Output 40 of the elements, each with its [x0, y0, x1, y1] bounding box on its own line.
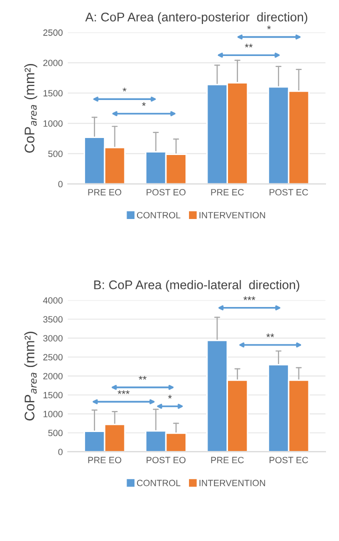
y-tick-label: 1500: [44, 392, 63, 398]
chart-title: B: CoP Area (medio-lateral direction): [94, 280, 300, 292]
annotation: **: [266, 334, 274, 338]
y-tick-label: 1500: [44, 90, 63, 96]
x-tick-label: PRE EC: [211, 189, 244, 196]
legend-label: CONTROL: [136, 480, 180, 486]
y-tick-label: 1000: [44, 120, 63, 127]
text: ***: [243, 296, 256, 300]
chart-title: A: CoP Area (antero-posterior direction): [85, 12, 308, 24]
y-tick-label: 0: [58, 448, 63, 456]
annotation: *: [168, 394, 172, 399]
y-tick-label: 500: [48, 430, 63, 436]
y-tick-label: 3000: [43, 335, 63, 342]
y-tick-label: 500: [48, 150, 63, 158]
x-tick-label: POST EO: [146, 456, 186, 464]
y-tick-label: 4000: [43, 297, 63, 304]
x-tick-label: POST EC: [270, 456, 308, 464]
annotation: **: [138, 376, 147, 380]
x-tick-label: POST EC: [270, 189, 308, 196]
y-tick-label: 1000: [44, 410, 63, 418]
annotation: *: [142, 102, 146, 106]
y-tick-label: 3500: [43, 316, 63, 323]
legend-label: CONTROL: [136, 212, 180, 218]
x-tick-label: PRE EO: [88, 189, 122, 196]
legend-label: INTERVENTION: [200, 480, 266, 486]
y-axis-title: CoP$_{area}$ (mm²): [24, 64, 38, 153]
annotation: **: [244, 44, 253, 48]
annotation: ***: [118, 390, 130, 394]
text: *: [267, 26, 271, 30]
x-tick-label: PRE EO: [88, 456, 122, 464]
y-tick-label: 2500: [43, 29, 63, 36]
x-tick-label: PRE EC: [211, 456, 244, 464]
y-tick-label: 2500: [43, 354, 63, 360]
x-tick-label: POST EO: [146, 189, 186, 196]
y-tick-label: 2000: [43, 60, 63, 66]
legend-label: INTERVENTION: [200, 212, 266, 218]
y-axis-title: CoP$_{area}$ (mm²): [24, 332, 38, 420]
y-tick-label: 0: [58, 180, 63, 188]
annotation: *: [122, 88, 126, 92]
y-tick-label: 2000: [43, 372, 63, 380]
